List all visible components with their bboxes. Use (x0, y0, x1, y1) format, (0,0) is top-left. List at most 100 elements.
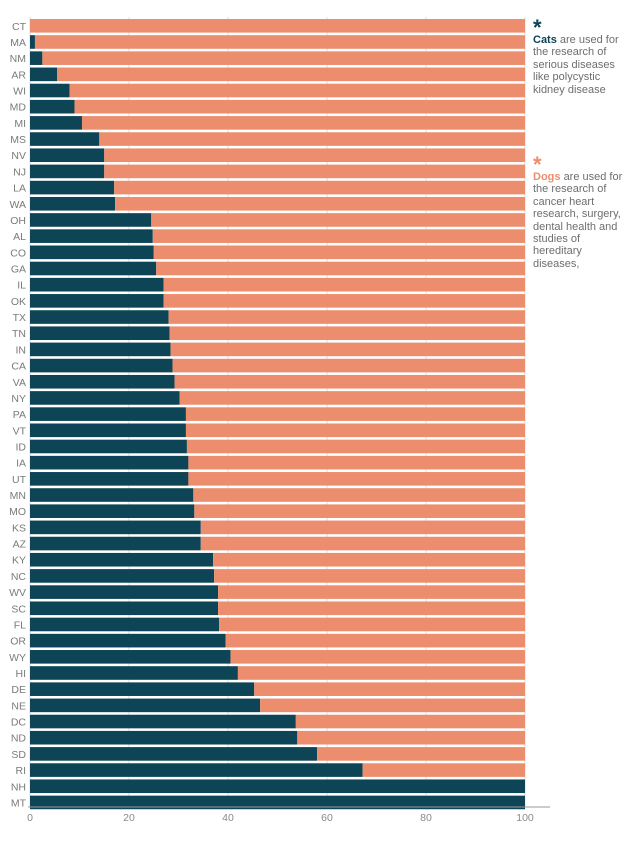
bar-dogs-al (152, 229, 525, 243)
bar-dogs-sc (218, 601, 525, 616)
y-tick-label: KS (12, 522, 26, 534)
y-tick-label: MA (10, 37, 26, 49)
bar-cats-wi (30, 83, 70, 98)
y-tick-label: DC (11, 717, 27, 729)
y-tick-label: KY (12, 555, 26, 567)
y-tick-label: NC (11, 571, 27, 583)
y-tick-label: TN (12, 328, 26, 340)
bar-cats-ne (30, 698, 261, 713)
bar-cats-wy (30, 650, 231, 664)
x-tick-label: 60 (321, 812, 333, 824)
bar-dogs-in (170, 342, 525, 357)
bar-cats-az (30, 536, 201, 551)
bar-dogs-sd (317, 747, 525, 761)
bar-cats-sd (30, 747, 318, 761)
bar-dogs-ks (200, 520, 525, 535)
bars (30, 19, 526, 810)
bar-dogs-or (225, 633, 525, 648)
bar-dogs-ct (30, 19, 525, 33)
bar-dogs-dc (295, 714, 525, 729)
x-tick-label: 100 (516, 812, 534, 824)
y-tick-label: GA (11, 264, 26, 276)
bar-cats-tn (30, 326, 170, 341)
bar-dogs-ms (99, 132, 526, 146)
bar-dogs-nd (297, 730, 525, 745)
bar-dogs-ar (57, 67, 525, 82)
bar-cats-vt (30, 423, 186, 438)
bar-cats-mn (30, 488, 194, 502)
bar-dogs-il (163, 277, 525, 292)
bar-cats-md (30, 99, 75, 114)
y-tick-label: FL (14, 619, 26, 631)
bar-cats-ny (30, 391, 180, 405)
y-tick-label: WY (9, 652, 26, 664)
bar-dogs-id (186, 439, 526, 454)
y-tick-label: CA (11, 361, 26, 373)
bar-cats-mo (30, 504, 195, 518)
y-tick-label: SC (11, 603, 26, 615)
bar-cats-il (30, 277, 164, 292)
bar-dogs-fl (219, 617, 525, 632)
bar-cats-in (30, 342, 171, 357)
y-tick-label: MN (10, 490, 26, 502)
y-tick-label: NM (10, 53, 26, 65)
y-tick-label: IN (16, 344, 27, 356)
bar-dogs-ca (172, 358, 525, 373)
bar-dogs-nj (104, 164, 525, 179)
bar-dogs-nv (104, 148, 525, 163)
bar-cats-id (30, 439, 187, 454)
bar-cats-nm (30, 51, 43, 65)
bar-cats-hi (30, 666, 238, 680)
bar-cats-ms (30, 132, 100, 146)
bar-dogs-co (153, 245, 525, 260)
bar-cats-or (30, 633, 226, 648)
y-tick-label: NY (11, 393, 26, 405)
bar-cats-mi (30, 116, 82, 130)
y-tick-label: RI (16, 765, 27, 777)
y-tick-label: CT (12, 21, 27, 33)
y-tick-label: UT (12, 474, 27, 486)
dogs-asterisk: * (533, 152, 542, 177)
cats-annotation: * Cats are used for the research of seri… (533, 17, 625, 96)
bar-cats-la (30, 180, 115, 195)
y-tick-label: HI (16, 668, 27, 680)
bar-cats-ks (30, 520, 201, 535)
y-tick-label: ID (16, 441, 27, 453)
bar-dogs-ga (156, 261, 525, 276)
y-tick-label: DE (11, 684, 26, 696)
y-tick-label: CO (10, 247, 26, 259)
y-tick-label: NJ (13, 166, 26, 178)
bar-cats-pa (30, 407, 186, 421)
bar-cats-co (30, 245, 154, 260)
bar-cats-ga (30, 261, 157, 276)
bar-dogs-va (174, 374, 526, 389)
x-tick-label: 0 (27, 812, 33, 824)
bar-cats-sc (30, 601, 219, 616)
y-tick-label: OR (10, 636, 26, 648)
bar-cats-oh (30, 213, 152, 227)
bar-cats-mt (30, 795, 525, 810)
bar-dogs-ma (34, 35, 525, 49)
y-tick-label: SD (11, 749, 26, 761)
bar-dogs-ut (188, 472, 525, 486)
bar-dogs-ny (179, 391, 526, 405)
y-tick-label: PA (13, 409, 26, 421)
bar-cats-de (30, 682, 255, 696)
x-tick-label: 40 (222, 812, 234, 824)
y-tick-label: MD (10, 102, 27, 114)
cats-description: are used for the research of serious dis… (533, 34, 619, 96)
bar-cats-wa (30, 196, 116, 211)
bar-dogs-wi (69, 83, 525, 98)
y-tick-label: AR (11, 69, 26, 81)
y-tick-label: IL (17, 280, 26, 292)
bar-cats-wv (30, 585, 219, 599)
bar-cats-ri (30, 763, 363, 777)
y-tick-label: OH (10, 215, 26, 227)
bar-dogs-ok (163, 294, 525, 308)
bar-cats-ky (30, 552, 214, 567)
y-tick-label: WI (13, 86, 26, 98)
y-tick-label: NH (11, 781, 26, 793)
y-tick-label: NV (11, 150, 26, 162)
dogs-description: are used for the research of cancer hear… (533, 171, 623, 270)
x-tick-label: 20 (123, 812, 135, 824)
